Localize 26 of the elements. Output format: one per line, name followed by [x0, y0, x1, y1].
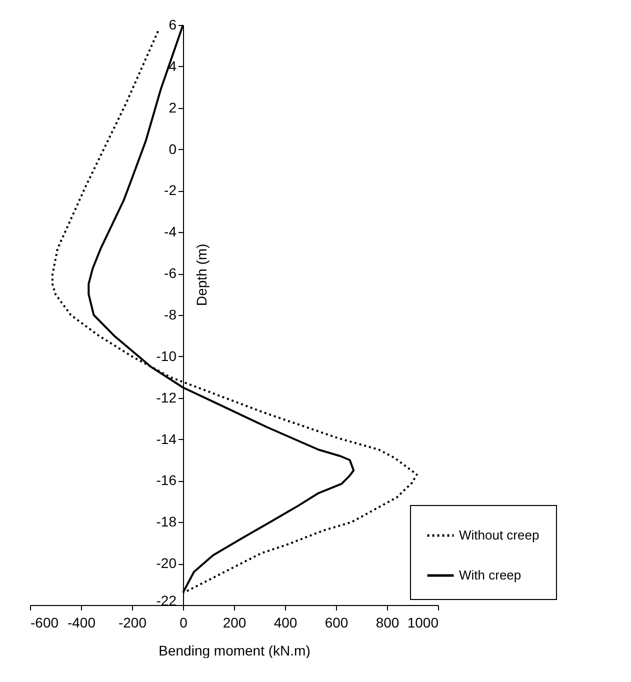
x-tick-label: -400 [67, 614, 96, 630]
y-tick-label: 6 [168, 16, 177, 32]
legend-label: With creep [459, 568, 522, 582]
y-tick-label: 2 [168, 99, 177, 116]
y-tick-label: 0 [168, 140, 177, 157]
x-tick-label: 1000 [407, 614, 439, 630]
y-tick-label: -10 [156, 348, 177, 364]
y-tick-label: -6 [164, 265, 177, 282]
x-tick-label: 0 [180, 614, 188, 630]
y-tick-label: -12 [156, 389, 177, 406]
x-tick-label: 400 [274, 614, 298, 630]
y-tick-label: -16 [156, 472, 177, 488]
y-tick-label: 4 [168, 58, 177, 74]
y-tick-label: -18 [156, 514, 177, 530]
x-tick-label: -200 [118, 614, 147, 630]
y-tick-label: -20 [156, 555, 177, 572]
y-tick-label: -14 [156, 430, 177, 447]
x-tick-label: -600 [30, 614, 59, 630]
x-tick-label: 600 [324, 614, 348, 630]
legend-label: Without creep [459, 528, 540, 542]
y-tick-label: -2 [164, 182, 177, 198]
y-tick-label: -4 [164, 224, 177, 240]
y-axis-title: Depth (m) [194, 244, 210, 306]
x-tick-label: 800 [376, 614, 400, 630]
x-tick-label: 200 [222, 614, 246, 630]
y-tick-label: -8 [164, 306, 177, 322]
